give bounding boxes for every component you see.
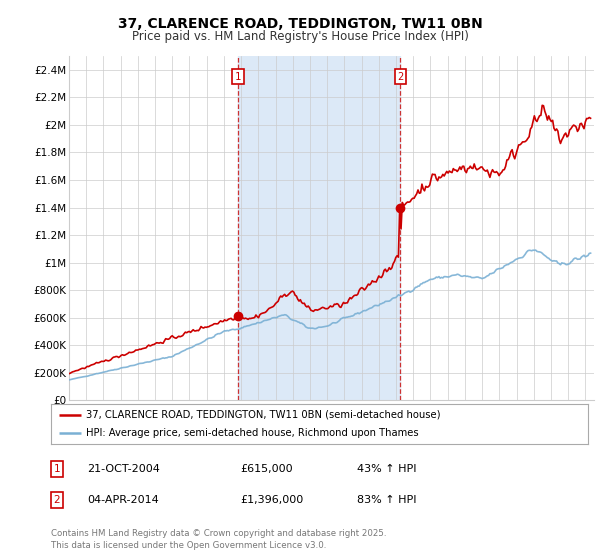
Text: 83% ↑ HPI: 83% ↑ HPI: [357, 495, 416, 505]
Text: Contains HM Land Registry data © Crown copyright and database right 2025.
This d: Contains HM Land Registry data © Crown c…: [51, 529, 386, 550]
Text: 2: 2: [397, 72, 403, 82]
Text: HPI: Average price, semi-detached house, Richmond upon Thames: HPI: Average price, semi-detached house,…: [86, 428, 419, 438]
Text: 37, CLARENCE ROAD, TEDDINGTON, TW11 0BN (semi-detached house): 37, CLARENCE ROAD, TEDDINGTON, TW11 0BN …: [86, 410, 440, 420]
Text: 1: 1: [235, 72, 241, 82]
Text: 21-OCT-2004: 21-OCT-2004: [87, 464, 160, 474]
Text: 43% ↑ HPI: 43% ↑ HPI: [357, 464, 416, 474]
Text: 37, CLARENCE ROAD, TEDDINGTON, TW11 0BN: 37, CLARENCE ROAD, TEDDINGTON, TW11 0BN: [118, 17, 482, 31]
Text: 1: 1: [53, 464, 61, 474]
Text: Price paid vs. HM Land Registry's House Price Index (HPI): Price paid vs. HM Land Registry's House …: [131, 30, 469, 44]
Text: 2: 2: [53, 495, 61, 505]
Text: 04-APR-2014: 04-APR-2014: [87, 495, 159, 505]
Text: £615,000: £615,000: [240, 464, 293, 474]
Text: £1,396,000: £1,396,000: [240, 495, 303, 505]
Bar: [238, 56, 400, 400]
